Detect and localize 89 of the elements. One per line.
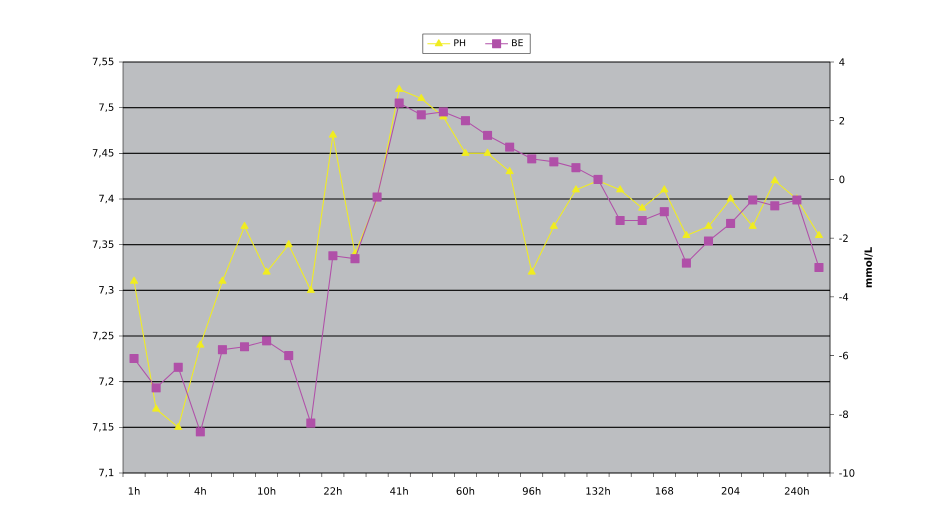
point: [196, 340, 204, 348]
y2-axis-title: mmol/L: [864, 247, 873, 288]
y2-tick-label: 4: [839, 58, 845, 66]
point: [438, 107, 448, 116]
point: [506, 167, 514, 174]
point: [262, 336, 272, 346]
y2-tick-label: -4: [839, 293, 848, 300]
y2-tick-label: -8: [839, 410, 848, 418]
point: [704, 236, 714, 246]
point: [770, 201, 780, 210]
point: [527, 154, 536, 164]
point: [284, 351, 294, 360]
y-tick-label: 7,35: [92, 240, 114, 249]
point: [638, 216, 647, 226]
point: [528, 268, 536, 275]
point: [660, 185, 668, 192]
point: [350, 254, 360, 264]
y2-tick-label: -10: [839, 469, 854, 477]
point: [726, 194, 735, 202]
x-tick-label: 22h: [324, 487, 342, 495]
point: [616, 216, 625, 226]
point: [572, 185, 580, 192]
x-tick-label: 204: [722, 487, 740, 495]
point: [262, 268, 271, 275]
point: [196, 427, 205, 436]
point: [394, 98, 404, 108]
point: [328, 130, 337, 138]
x-tick-label: 10h: [258, 487, 276, 495]
point: [174, 362, 183, 372]
point: [748, 195, 758, 205]
point: [152, 383, 161, 392]
y-tick-label: 7,1: [99, 468, 114, 478]
point: [460, 116, 470, 126]
y2-tick-label: -2: [839, 234, 848, 242]
x-tick-label: 4h: [194, 487, 206, 495]
point: [416, 110, 426, 120]
point: [814, 262, 824, 272]
point: [726, 218, 736, 228]
point: [152, 404, 160, 412]
y-tick-label: 7,55: [92, 58, 114, 66]
legend-label: BE: [512, 39, 523, 46]
point: [748, 222, 757, 229]
legend-label: PH: [454, 39, 466, 46]
point: [306, 418, 316, 428]
y-tick-label: 7,3: [99, 286, 114, 295]
x-tick-label: 41h: [390, 487, 408, 495]
point: [240, 342, 250, 352]
y-tick-label: 7,15: [92, 423, 114, 432]
point: [130, 354, 139, 364]
point: [484, 148, 492, 156]
y-tick-label: 7,25: [92, 332, 114, 340]
point: [792, 195, 802, 205]
point: [328, 251, 338, 260]
point: [461, 148, 470, 156]
point: [571, 163, 580, 172]
y2-tick-label: 2: [839, 116, 844, 124]
x-tick-label: 96h: [522, 487, 540, 495]
point: [770, 176, 779, 184]
point: [130, 276, 138, 284]
point: [284, 240, 293, 248]
point: [218, 276, 226, 284]
point: [814, 230, 823, 238]
point: [549, 157, 558, 166]
y2-tick-label: 0: [839, 176, 844, 184]
point: [174, 422, 182, 430]
point: [306, 286, 315, 293]
x-tick-label: 132h: [586, 487, 610, 495]
point: [218, 345, 227, 354]
point: [505, 142, 514, 152]
point: [638, 204, 646, 211]
point: [682, 258, 691, 268]
y2-tick-label: -6: [839, 352, 848, 360]
point: [682, 230, 690, 238]
x-tick-label: 1h: [128, 487, 140, 495]
y-tick-label: 7,4: [99, 194, 114, 204]
y-tick-label: 7,45: [92, 149, 114, 158]
point: [660, 207, 669, 216]
point: [550, 222, 558, 229]
point: [417, 94, 426, 102]
point: [240, 222, 249, 229]
x-tick-label: 240h: [784, 487, 809, 495]
point: [616, 185, 624, 192]
y-tick-label: 7,5: [99, 103, 114, 112]
y-tick-label: 7,2: [99, 377, 114, 386]
point: [483, 130, 492, 140]
x-tick-label: 168: [656, 487, 674, 495]
point: [704, 222, 712, 229]
point: [395, 84, 404, 92]
x-tick-label: 60h: [456, 487, 474, 495]
